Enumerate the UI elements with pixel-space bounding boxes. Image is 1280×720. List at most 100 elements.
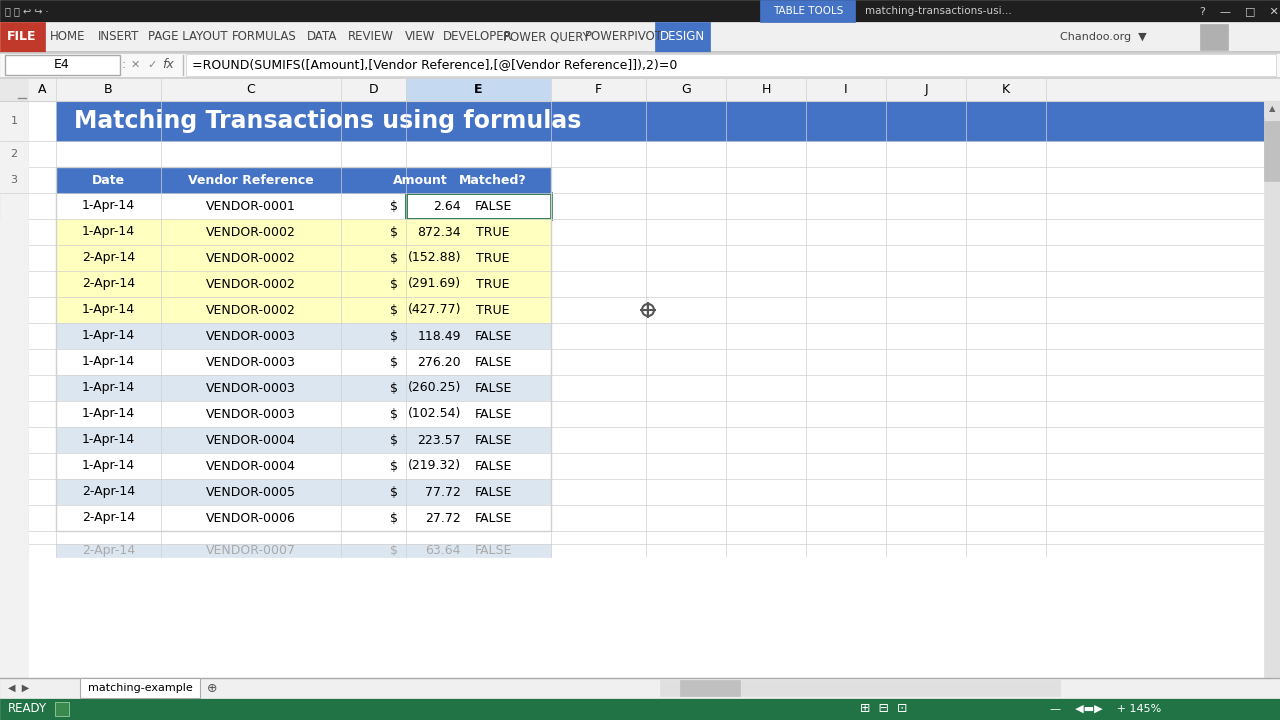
Text: K: K xyxy=(1002,83,1010,96)
Bar xyxy=(0,52,1280,78)
Bar xyxy=(0,101,28,141)
Text: 7: 7 xyxy=(10,277,18,290)
Bar xyxy=(79,678,200,698)
Text: DESIGN: DESIGN xyxy=(660,30,705,43)
Text: ?    —    □    ✕: ? — □ ✕ xyxy=(1201,6,1279,16)
Text: $: $ xyxy=(390,330,398,343)
Bar xyxy=(0,678,1280,698)
Text: G: G xyxy=(681,83,691,96)
Text: 27.72: 27.72 xyxy=(425,511,461,524)
Bar xyxy=(28,349,1280,375)
Bar xyxy=(0,101,1280,678)
Bar xyxy=(56,479,550,505)
Text: TRUE: TRUE xyxy=(476,251,509,264)
Text: —    ◀▬▶    + 145%: — ◀▬▶ + 145% xyxy=(1050,704,1161,714)
Bar xyxy=(0,479,28,505)
Bar xyxy=(28,427,1280,453)
Bar xyxy=(0,271,28,297)
Text: 🖫 🖫 ↩ ↪ ·: 🖫 🖫 ↩ ↪ · xyxy=(5,6,49,16)
Text: 8: 8 xyxy=(10,304,18,317)
Text: FALSE: FALSE xyxy=(475,199,512,212)
Bar xyxy=(655,22,710,52)
Bar xyxy=(340,78,406,101)
Text: POWERPIVOT: POWERPIVOT xyxy=(585,30,663,43)
Text: D: D xyxy=(369,83,379,96)
Text: DATA: DATA xyxy=(307,30,338,43)
Text: 3: 3 xyxy=(10,175,18,185)
Bar xyxy=(0,323,28,349)
Text: (219.32): (219.32) xyxy=(408,459,461,472)
Bar xyxy=(28,193,1280,219)
Text: $: $ xyxy=(390,199,398,212)
Text: POWER QUERY: POWER QUERY xyxy=(503,30,590,43)
Bar xyxy=(28,297,1280,323)
Text: (260.25): (260.25) xyxy=(407,382,461,395)
Text: TRUE: TRUE xyxy=(476,304,509,317)
Text: FALSE: FALSE xyxy=(475,330,512,343)
Text: (291.69): (291.69) xyxy=(408,277,461,290)
Text: 10: 10 xyxy=(6,356,22,369)
Text: VENDOR-0003: VENDOR-0003 xyxy=(206,382,296,395)
Bar xyxy=(28,453,1280,479)
Text: VENDOR-0002: VENDOR-0002 xyxy=(206,277,296,290)
Bar xyxy=(806,78,886,101)
Text: 1-Apr-14: 1-Apr-14 xyxy=(82,356,136,369)
Bar xyxy=(56,219,550,245)
Text: 9: 9 xyxy=(10,330,18,343)
Text: ◀  ▶: ◀ ▶ xyxy=(8,683,29,693)
Text: VENDOR-0004: VENDOR-0004 xyxy=(206,459,296,472)
Text: (152.88): (152.88) xyxy=(407,251,461,264)
Text: FORMULAS: FORMULAS xyxy=(232,30,297,43)
Text: 1-Apr-14: 1-Apr-14 xyxy=(82,408,136,420)
Text: FALSE: FALSE xyxy=(475,408,512,420)
Bar xyxy=(0,297,28,323)
Text: 14: 14 xyxy=(6,459,22,472)
Text: Matched?: Matched? xyxy=(460,174,527,186)
Bar xyxy=(0,51,1280,52)
Bar xyxy=(0,245,28,271)
Bar xyxy=(0,427,28,453)
Bar xyxy=(28,375,1280,401)
Bar xyxy=(646,78,726,101)
Bar xyxy=(0,22,1280,52)
Text: $: $ xyxy=(390,225,398,238)
Bar xyxy=(28,245,1280,271)
Text: VENDOR-0005: VENDOR-0005 xyxy=(206,485,296,498)
Text: 223.57: 223.57 xyxy=(417,433,461,446)
Text: 2.64: 2.64 xyxy=(434,199,461,212)
Bar xyxy=(161,78,340,101)
Bar xyxy=(28,323,1280,349)
Text: 15: 15 xyxy=(6,485,22,498)
Bar xyxy=(966,78,1046,101)
Text: 1-Apr-14: 1-Apr-14 xyxy=(82,304,136,317)
Bar xyxy=(56,193,550,219)
Text: (427.77): (427.77) xyxy=(407,304,461,317)
Text: 1: 1 xyxy=(10,116,18,126)
Text: DEVELOPER: DEVELOPER xyxy=(443,30,513,43)
Bar xyxy=(0,0,1280,22)
Bar xyxy=(56,245,550,271)
Bar xyxy=(0,167,28,193)
Bar xyxy=(1265,101,1280,678)
Bar xyxy=(56,427,550,453)
Text: $: $ xyxy=(390,304,398,317)
Text: E: E xyxy=(475,83,483,96)
Text: VENDOR-0001: VENDOR-0001 xyxy=(206,199,296,212)
Text: Amount: Amount xyxy=(393,174,448,186)
Bar xyxy=(1265,121,1280,181)
Text: FALSE: FALSE xyxy=(475,433,512,446)
Bar xyxy=(0,78,1280,101)
Bar xyxy=(5,55,120,75)
Text: 2-Apr-14: 2-Apr-14 xyxy=(82,277,136,290)
Text: J: J xyxy=(924,83,928,96)
Text: Chandoo.org  ▼: Chandoo.org ▼ xyxy=(1060,32,1147,42)
Text: VENDOR-0003: VENDOR-0003 xyxy=(206,356,296,369)
Text: =ROUND(SUMIFS([Amount],[Vendor Reference],[@[Vendor Reference]]),2)=0: =ROUND(SUMIFS([Amount],[Vendor Reference… xyxy=(192,58,677,71)
Text: HOME: HOME xyxy=(50,30,86,43)
Text: VENDOR-0002: VENDOR-0002 xyxy=(206,251,296,264)
Bar xyxy=(56,375,550,401)
Text: FALSE: FALSE xyxy=(475,356,512,369)
Bar xyxy=(0,375,28,401)
Text: $: $ xyxy=(390,356,398,369)
Text: TRUE: TRUE xyxy=(476,277,509,290)
